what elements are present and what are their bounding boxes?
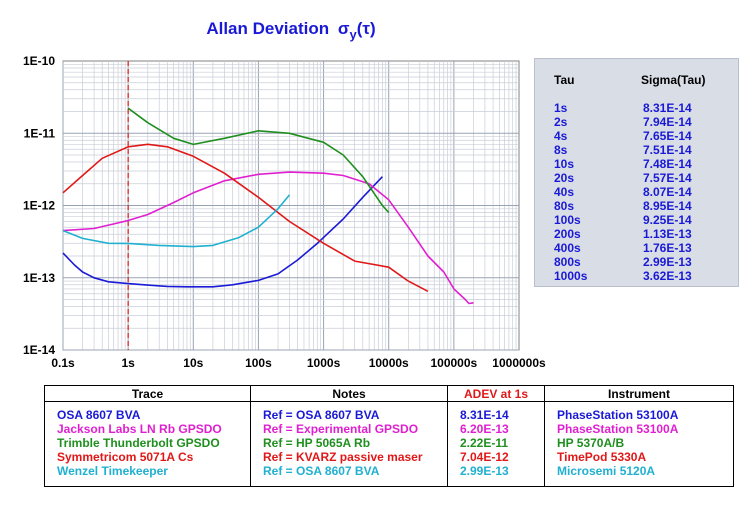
legend-table: Trace Notes ADEV at 1s Instrument OSA 86… [44,385,734,487]
y-tick-label: 1E-12 [23,199,55,213]
tau-value: 4s [554,129,568,143]
legend-instrument: PhaseStation 53100A [544,422,734,436]
sigma-value: 3.62E-13 [643,269,692,283]
legend-header-row: Trace Notes ADEV at 1s Instrument [44,385,734,402]
x-tick-label: 1000000s [492,356,546,370]
y-tick-label: 1E-11 [24,126,56,140]
legend-instrument: TimePod 5330A [544,450,734,464]
series-line-3 [127,107,390,214]
legend-notes: Ref = Experimental GPSDO [250,422,448,436]
legend-notes: Ref = KVARZ passive maser [250,450,448,464]
legend-instrument: Microsemi 5120A [544,464,734,487]
legend-trace: Trimble Thunderbolt GPSDO [44,436,251,450]
tau-row: 100s 9.25E-14 [535,213,738,227]
tau-value: 400s [554,241,581,255]
chart-title: Allan Deviation σy(τ) [206,19,375,42]
x-tick-labels: 0.1s 1s 10s 100s 1000s 10000s 100000s 1000000s [51,356,546,370]
legend-trace: Symmetricom 5071A Cs [44,450,251,464]
legend-row: OSA 8607 BVA Ref = OSA 8607 BVA 8.31E-14 Ph… [44,401,734,422]
series-line-2 [62,171,474,305]
tau-value: 20s [554,171,575,185]
tau-row: 80s 8.95E-14 [535,199,738,213]
legend-adev: 2.99E-13 [447,464,545,487]
tau-header: Tau [554,73,575,87]
tau-row: 2s 7.94E-14 [535,115,738,129]
y-tick-label: 1E-14 [23,343,55,357]
legend-row: Jackson Labs LN Rb GPSDO Ref = Experiment… [44,422,734,436]
header-notes: Notes [250,385,448,402]
tau-row: 200s 1.13E-13 [535,227,738,241]
legend-row: Symmetricom 5071A Cs Ref = KVARZ passive … [44,450,734,464]
x-tick-label: 0.1s [51,356,75,370]
legend-notes: Ref = HP 5065A Rb [250,436,448,450]
legend-adev: 6.20E-13 [447,422,545,436]
sigma-value: 7.94E-14 [643,115,692,129]
series-line-5 [62,194,291,248]
legend-trace: Jackson Labs LN Rb GPSDO [44,422,251,436]
allan-deviation-chart: Allan Deviation σy(τ) 0.1s 1s 10s 100s 1000s… [23,19,546,370]
sigma-value: 1.13E-13 [643,227,692,241]
tau-row: 40s 8.07E-14 [535,185,738,199]
legend-row: Wenzel Timekeeper Ref = OSA 8607 BVA 2.99E… [44,464,734,487]
sigma-value: 8.07E-14 [643,185,692,199]
legend-adev: 7.04E-12 [447,450,545,464]
tau-value: 2s [554,115,568,129]
y-tick-label: 1E-13 [23,271,55,285]
series-group [62,107,474,305]
x-tick-label: 100000s [430,356,477,370]
tau-value: 80s [554,199,575,213]
y-tick-labels: 1E-10 1E-11 1E-12 1E-13 1E-14 [23,54,55,357]
sigma-value: 7.48E-14 [643,157,692,171]
y-tick-label: 1E-10 [23,54,55,68]
tau-row: 400s 1.76E-13 [535,241,738,255]
series-line-4 [62,143,429,293]
header-trace: Trace [44,385,251,402]
header-instrument: Instrument [544,385,734,402]
legend-trace: Wenzel Timekeeper [44,464,251,487]
sigma-value: 7.65E-14 [643,129,692,143]
sigma-value: 2.99E-13 [643,255,692,269]
tau-row: 800s 2.99E-13 [535,255,738,269]
tau-row: 1s 8.31E-14 [535,101,738,115]
tau-row: 8s 7.51E-14 [535,143,738,157]
tau-value: 10s [554,157,575,171]
tau-sigma-panel: Tau Sigma(Tau) 1s 8.31E-14 2s 7.94E-14 4s 7.6… [534,58,739,287]
legend-notes: Ref = OSA 8607 BVA [250,464,448,487]
tau-value: 800s [554,255,581,269]
legend-body: OSA 8607 BVA Ref = OSA 8607 BVA 8.31E-14 Ph… [44,401,734,487]
legend-instrument: PhaseStation 53100A [544,401,734,422]
series-line-1 [62,176,383,288]
legend-notes: Ref = OSA 8607 BVA [250,401,448,422]
tau-value: 40s [554,185,575,199]
header-adev: ADEV at 1s [447,385,545,402]
tau-value: 100s [554,213,581,227]
sigma-value: 7.51E-14 [643,143,692,157]
sigma-value: 9.25E-14 [643,213,692,227]
x-tick-label: 100s [245,356,272,370]
x-tick-label: 1000s [307,356,341,370]
sigma-header: Sigma(Tau) [641,73,706,87]
tau-value: 8s [554,143,568,157]
grid [62,61,519,351]
legend-instrument: HP 5370A/B [544,436,734,450]
x-tick-label: 10000s [369,356,409,370]
sigma-value: 7.57E-14 [643,171,692,185]
sigma-value: 1.76E-13 [643,241,692,255]
tau-row: 20s 7.57E-14 [535,171,738,185]
tau-row: 10s 7.48E-14 [535,157,738,171]
tau-value: 200s [554,227,581,241]
tau-value: 1000s [554,269,588,283]
legend-adev: 8.31E-14 [447,401,545,422]
x-tick-label: 10s [183,356,203,370]
legend-adev: 2.22E-11 [447,436,545,450]
legend-row: Trimble Thunderbolt GPSDO Ref = HP 5065A … [44,436,734,450]
sigma-value: 8.95E-14 [643,199,692,213]
x-tick-label: 1s [121,356,135,370]
sigma-value: 8.31E-14 [643,101,692,115]
legend-trace: OSA 8607 BVA [44,401,251,422]
tau-row: 1000s 3.62E-13 [535,269,738,283]
tau-row: 4s 7.65E-14 [535,129,738,143]
tau-value: 1s [554,101,568,115]
